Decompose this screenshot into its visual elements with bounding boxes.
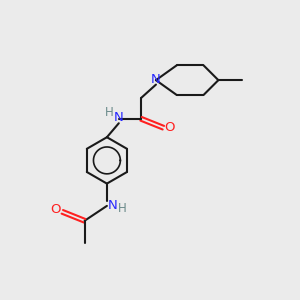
Text: N: N — [114, 111, 123, 124]
Text: N: N — [107, 199, 117, 212]
Text: O: O — [50, 203, 61, 216]
Text: H: H — [105, 106, 114, 119]
Text: N: N — [151, 73, 160, 86]
Text: H: H — [118, 202, 127, 215]
Text: O: O — [165, 121, 175, 134]
